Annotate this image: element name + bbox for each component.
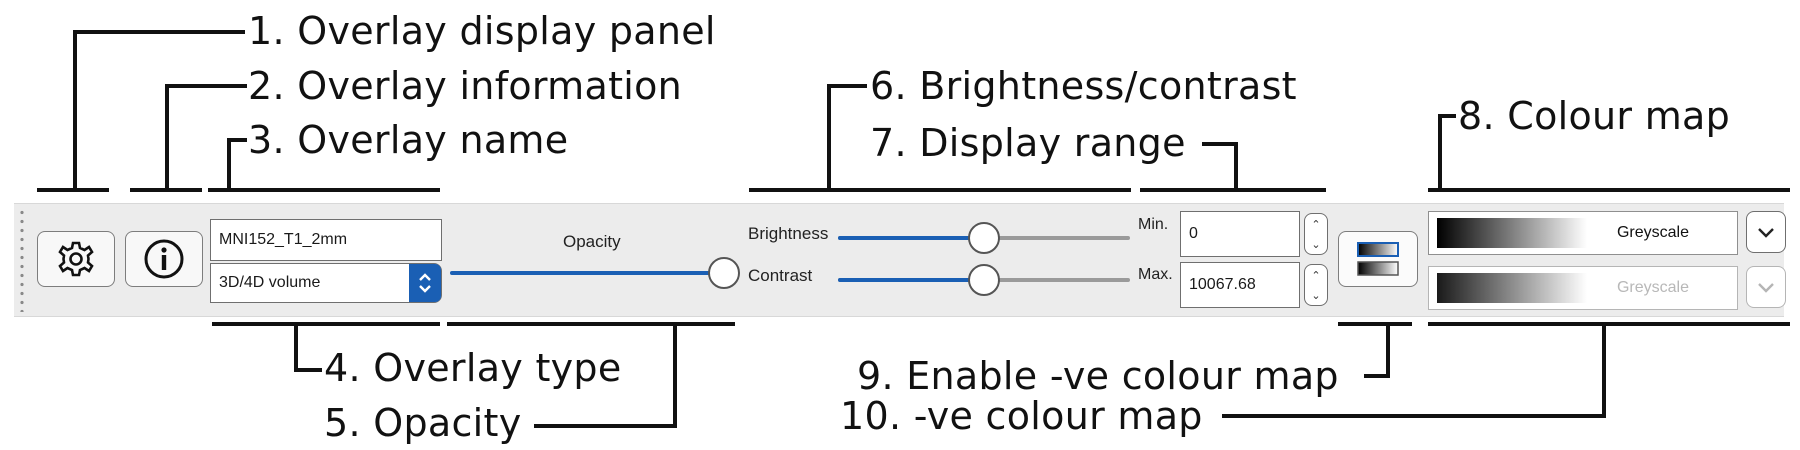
callout-8-label: 8. Colour map [1458, 94, 1731, 138]
chevron-up-icon: ⌃ [1311, 217, 1321, 231]
negative-colour-map-dropdown-button[interactable] [1746, 266, 1786, 308]
callout-4-line-h [294, 368, 322, 372]
callout-2-line-v [165, 84, 169, 190]
min-stepper[interactable]: ⌃ ⌄ [1304, 213, 1328, 255]
callout-7-label: 7. Display range [870, 121, 1186, 165]
display-range-max-input[interactable]: 10067.68 [1180, 262, 1300, 308]
callout-10-label: 10. -ve colour map [840, 394, 1203, 438]
callout-9-label: 9. Enable -ve colour map [857, 354, 1339, 398]
chevron-down-icon: ⌄ [1311, 237, 1321, 251]
colour-map-value: Greyscale [1616, 224, 1690, 241]
callout-8-line-h [1438, 114, 1456, 118]
callout-1-label: 1. Overlay display panel [248, 9, 716, 53]
brightness-slider-fill [838, 236, 984, 240]
contrast-label: Contrast [748, 266, 813, 285]
chevron-down-icon [1758, 228, 1774, 238]
chevron-updown-icon [409, 264, 441, 302]
info-icon [144, 239, 184, 279]
callout-6-label: 6. Brightness/contrast [870, 64, 1297, 108]
callout-6-line-h [827, 84, 867, 88]
opacity-label: Opacity [563, 232, 621, 251]
callout-7-line-h [1202, 142, 1238, 146]
bracket-9 [1338, 322, 1412, 326]
callout-2-label: 2. Overlay information [248, 64, 683, 108]
overlay-display-settings-button[interactable] [37, 231, 115, 287]
brightness-slider-thumb[interactable] [968, 222, 1000, 254]
callout-1-line-v [73, 30, 77, 190]
callout-10-line-h [1222, 414, 1606, 418]
callout-4-label: 4. Overlay type [324, 346, 622, 390]
min-label: Min. [1138, 216, 1169, 233]
max-stepper[interactable]: ⌃ ⌄ [1304, 264, 1328, 306]
chevron-down-icon: ⌄ [1311, 288, 1321, 302]
callout-5-label: 5. Opacity [324, 401, 522, 445]
bracket-5 [447, 322, 735, 326]
negative-colour-map-select[interactable]: Greyscale [1428, 266, 1738, 310]
max-label: Max. [1138, 266, 1173, 283]
chevron-down-icon [1758, 283, 1774, 293]
callout-9-line-v [1386, 322, 1390, 378]
colour-map-select[interactable]: Greyscale [1428, 211, 1738, 255]
chevron-up-icon: ⌃ [1311, 268, 1321, 282]
callout-4-line-v [294, 322, 298, 372]
callout-3-line-h [227, 138, 247, 142]
display-range-min-input[interactable]: 0 [1180, 211, 1300, 257]
bracket-10 [1428, 322, 1790, 326]
colour-map-gradient [1437, 218, 1587, 248]
callout-1-line-h [73, 30, 245, 34]
contrast-slider-fill [838, 278, 984, 282]
contrast-slider-thumb[interactable] [968, 264, 1000, 296]
negative-colour-map-value: Greyscale [1616, 279, 1690, 296]
callout-3-line-v [227, 138, 231, 190]
bracket-3 [208, 188, 440, 192]
colour-map-toggle-icon [1357, 242, 1399, 276]
overlay-name-field[interactable]: MNI152_T1_2mm [210, 219, 442, 261]
negative-colour-map-gradient [1437, 273, 1587, 303]
bracket-4 [212, 322, 440, 326]
toolbar-grip-handle[interactable] [18, 208, 26, 312]
overlay-information-button[interactable] [125, 231, 203, 287]
opacity-slider-thumb[interactable] [708, 257, 740, 289]
bracket-8 [1428, 188, 1790, 192]
opacity-slider-track[interactable] [450, 271, 724, 275]
callout-8-line-v [1438, 114, 1442, 190]
overlay-type-value: 3D/4D volume [219, 274, 321, 291]
callout-10-line-v [1602, 322, 1606, 418]
overlay-type-select[interactable]: 3D/4D volume [210, 263, 442, 303]
bracket-2 [130, 188, 202, 192]
brightness-label: Brightness [748, 224, 829, 243]
callout-3-label: 3. Overlay name [248, 118, 569, 162]
bracket-1 [37, 188, 109, 192]
colour-map-dropdown-button[interactable] [1746, 211, 1786, 253]
gear-icon [58, 241, 94, 277]
bracket-7 [1140, 188, 1326, 192]
callout-9-line-h [1364, 374, 1390, 378]
bracket-6 [749, 188, 1131, 192]
enable-negative-colour-map-toggle[interactable] [1338, 231, 1418, 287]
callout-6-line-v [827, 84, 831, 190]
callout-7-line-v [1234, 142, 1238, 190]
callout-2-line-h [165, 84, 247, 88]
callout-5-line-v [673, 322, 677, 428]
callout-5-line-h [534, 424, 677, 428]
